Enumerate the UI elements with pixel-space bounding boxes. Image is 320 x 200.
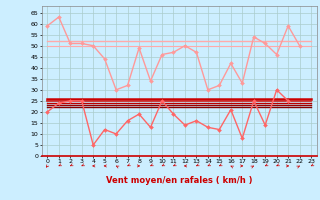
X-axis label: Vent moyen/en rafales ( km/h ): Vent moyen/en rafales ( km/h )	[106, 176, 252, 185]
